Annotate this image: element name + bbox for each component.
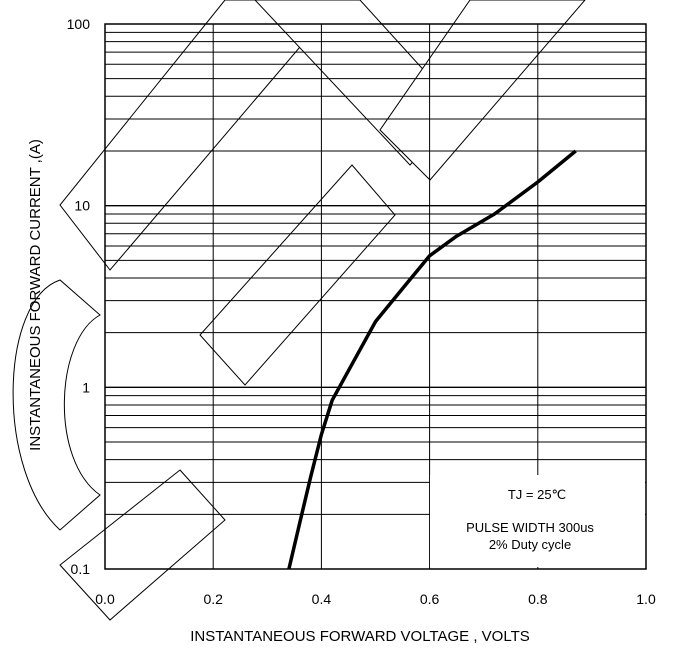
y-tick-label-3: 100 [67, 16, 91, 32]
annotation-tj: TJ = 25℃ [508, 487, 566, 502]
x-tick-labels: 0.0 0.2 0.4 0.6 0.8 1.0 [95, 591, 656, 607]
x-tick-label-3: 0.6 [420, 591, 440, 607]
series-layer [287, 149, 577, 570]
y-axis-label: INSTANTANEOUS FORWARD CURRENT ,(A) [27, 139, 44, 451]
y-tick-labels: 0.1 1 10 100 [67, 16, 91, 577]
x-tick-label-1: 0.2 [203, 591, 223, 607]
x-tick-label-4: 0.8 [528, 591, 548, 607]
x-tick-label-0: 0.0 [95, 591, 115, 607]
series-line-0 [287, 149, 577, 570]
annotation-box [430, 475, 645, 567]
plot-border [104, 23, 647, 570]
x-tick-label-5: 1.0 [636, 591, 656, 607]
x-tick-label-2: 0.4 [312, 591, 332, 607]
plot-grid [105, 24, 646, 569]
watermark-stroke-5 [12, 279, 101, 531]
plot-frame [104, 23, 647, 570]
y-tick-label-1: 1 [82, 379, 90, 395]
x-axis-label: INSTANTANEOUS FORWARD VOLTAGE , VOLTS [190, 628, 530, 645]
watermark-stroke-2 [59, 469, 226, 621]
y-tick-label-2: 10 [74, 198, 90, 214]
watermark-stroke-4 [379, 0, 586, 181]
y-tick-label-0: 0.1 [71, 561, 91, 577]
annotation-pulse-width: PULSE WIDTH 300us [466, 520, 594, 535]
watermark-stroke-0 [59, 0, 341, 271]
annotation-duty-cycle: 2% Duty cycle [489, 537, 571, 552]
watermark-stroke-1 [199, 164, 396, 386]
